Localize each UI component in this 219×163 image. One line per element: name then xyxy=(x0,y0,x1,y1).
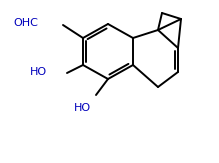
Text: HO: HO xyxy=(74,103,91,113)
Text: HO: HO xyxy=(30,67,47,77)
Text: OHC: OHC xyxy=(13,18,38,28)
